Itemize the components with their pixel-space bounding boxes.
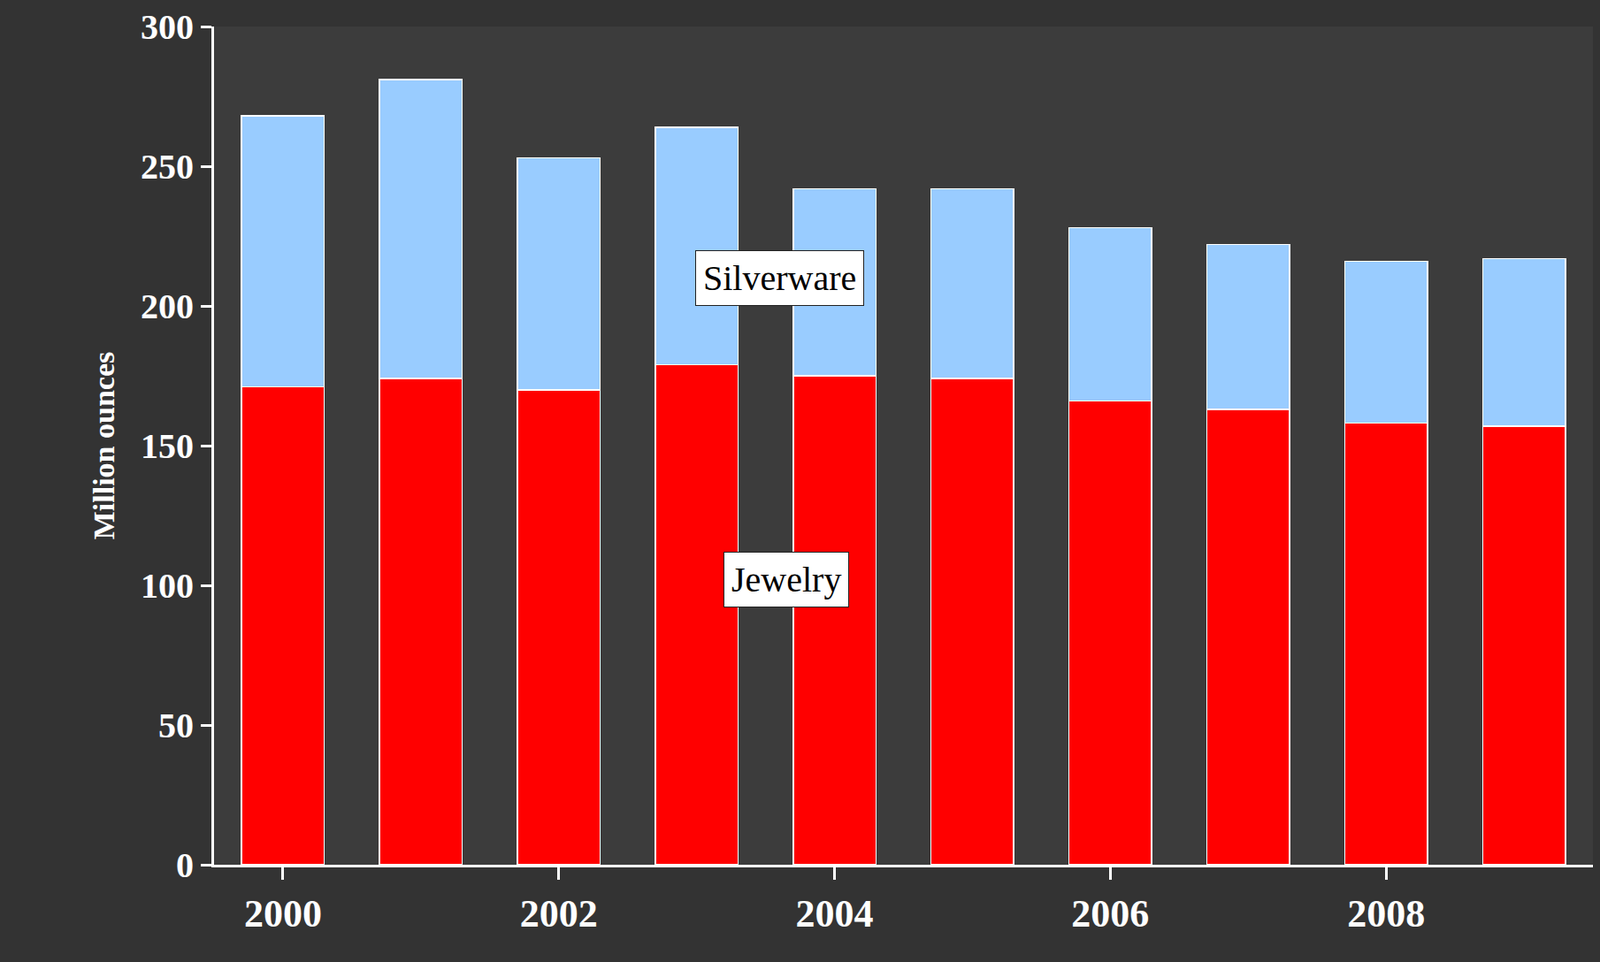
- svg-text:100: 100: [140, 566, 194, 606]
- svg-text:300: 300: [140, 7, 194, 47]
- svg-text:2004: 2004: [796, 892, 874, 936]
- svg-text:2008: 2008: [1347, 892, 1425, 936]
- svg-text:200: 200: [140, 286, 194, 327]
- svg-text:Million ounces: Million ounces: [87, 352, 121, 541]
- svg-text:150: 150: [140, 426, 194, 467]
- svg-text:Silverware: Silverware: [703, 258, 857, 299]
- svg-text:2002: 2002: [520, 892, 598, 936]
- svg-text:2000: 2000: [244, 892, 322, 936]
- svg-text:250: 250: [140, 146, 194, 187]
- svg-text:2006: 2006: [1071, 892, 1149, 936]
- svg-text:Jewelry: Jewelry: [731, 559, 842, 600]
- svg-text:0: 0: [176, 845, 194, 886]
- svg-text:50: 50: [158, 705, 194, 746]
